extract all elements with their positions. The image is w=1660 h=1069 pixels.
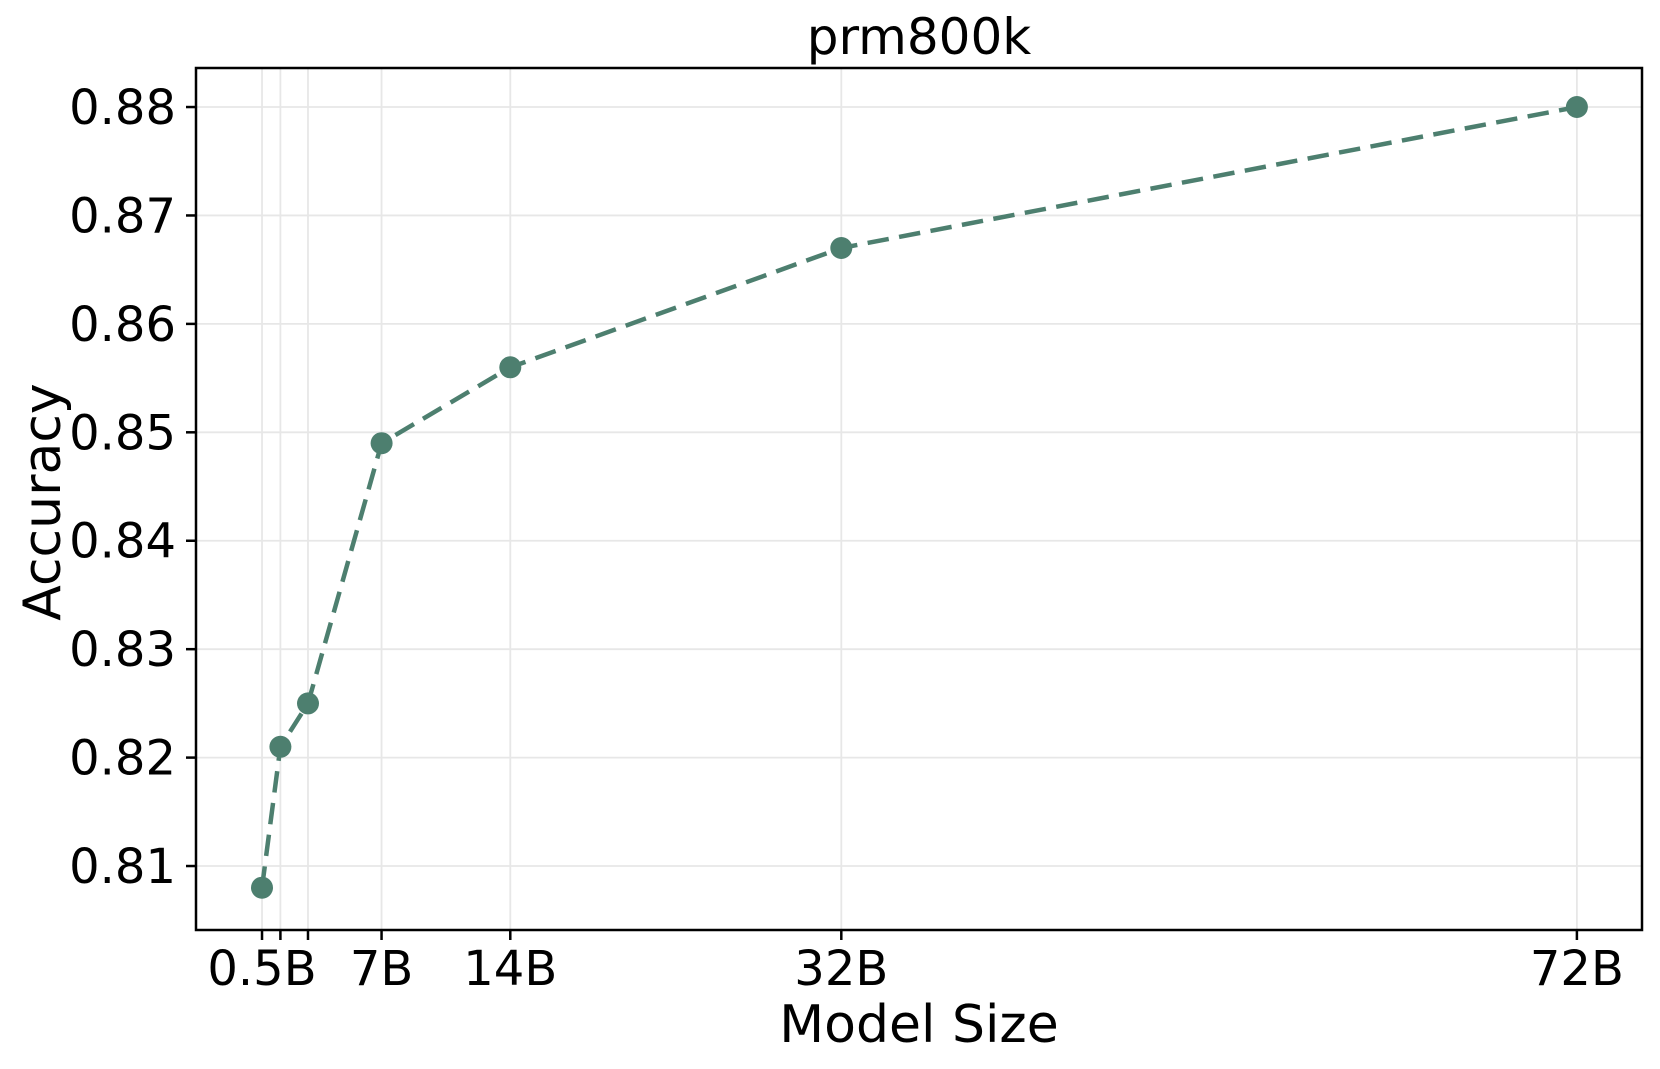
y-tick-label: 0.88 xyxy=(69,80,176,136)
y-tick-label: 0.83 xyxy=(69,622,176,678)
x-tick-label: 32B xyxy=(794,941,888,997)
y-tick-label: 0.84 xyxy=(69,514,176,570)
data-point-7B xyxy=(370,432,393,455)
gridlines xyxy=(196,68,1642,930)
y-tick-label: 0.82 xyxy=(69,731,176,787)
y-axis-ticks: 0.81 0.82 0.83 0.84 0.85 0.86 0.87 0.88 xyxy=(69,80,196,895)
x-axis-ticks: 0.5B 7B 14B 32B 72B xyxy=(207,930,1624,997)
x-axis-label: Model Size xyxy=(779,995,1058,1055)
data-point-0.5B xyxy=(251,876,273,899)
plot-border xyxy=(194,66,1644,932)
y-tick-label: 0.86 xyxy=(69,297,176,353)
x-tick-label: 72B xyxy=(1530,941,1624,997)
data-point-14B xyxy=(499,356,522,379)
x-tick-label: 14B xyxy=(463,941,557,997)
y-tick-label: 0.85 xyxy=(69,405,176,461)
chart-title: prm800k xyxy=(807,8,1032,66)
x-tick-label: 7B xyxy=(350,941,413,997)
data-point-1.5B xyxy=(269,735,292,758)
data-point-32B xyxy=(830,237,853,259)
y-tick-label: 0.81 xyxy=(69,839,176,895)
data-point-72B xyxy=(1565,96,1588,118)
y-axis-label: Accuracy xyxy=(13,383,73,620)
data-series xyxy=(251,96,1588,899)
x-tick-label: 0.5B xyxy=(207,941,316,997)
series-line xyxy=(259,104,1578,888)
y-tick-label: 0.87 xyxy=(69,188,176,244)
data-point-3B xyxy=(297,692,319,715)
